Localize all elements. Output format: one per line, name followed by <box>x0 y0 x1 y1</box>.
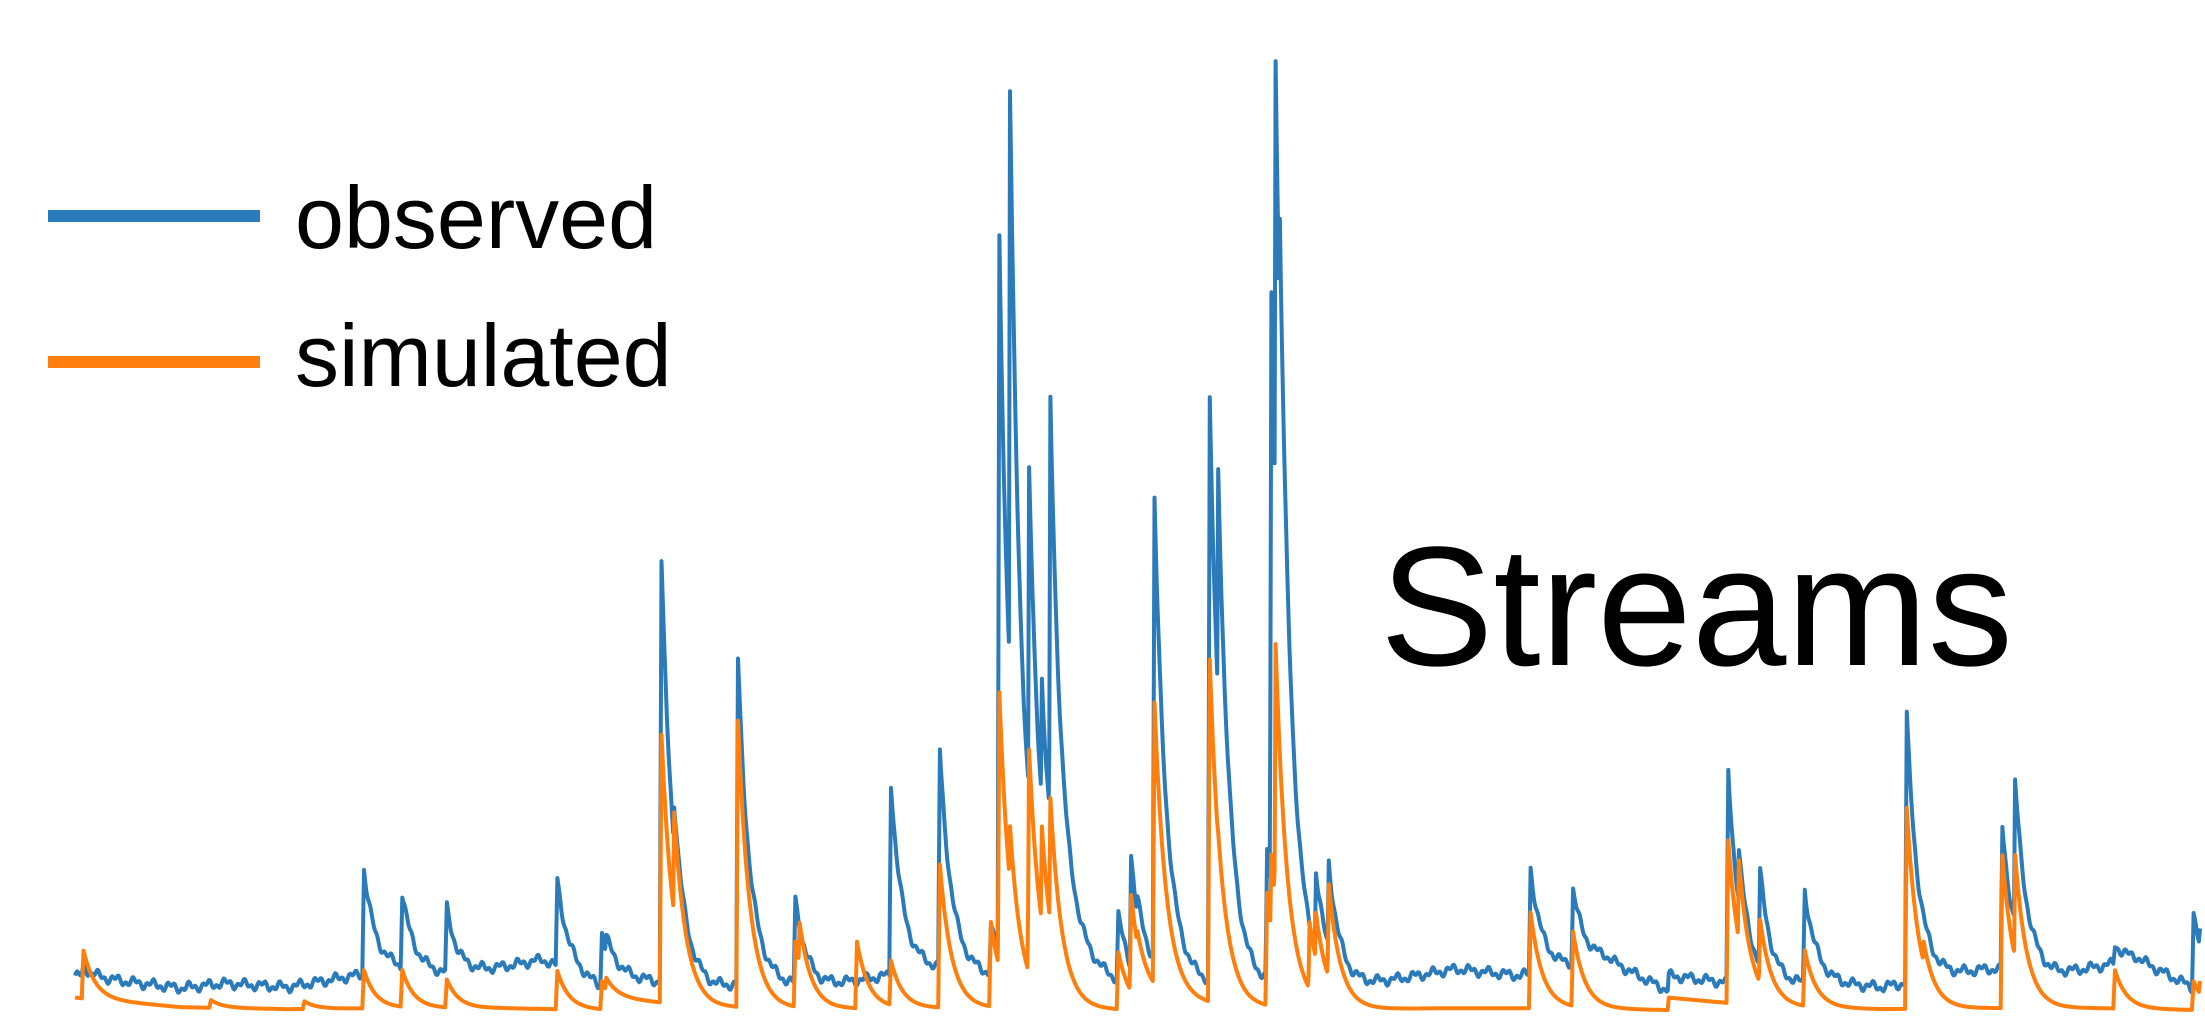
series-line-simulated <box>74 642 2202 1012</box>
streams-annotation: Streams <box>1380 512 2013 702</box>
legend-label-observed: observed <box>295 168 657 267</box>
plot-lines <box>73 59 2202 1012</box>
legend-label-simulated: simulated <box>295 306 672 405</box>
series-line-observed <box>73 59 2202 995</box>
legend: observed simulated <box>48 168 672 405</box>
